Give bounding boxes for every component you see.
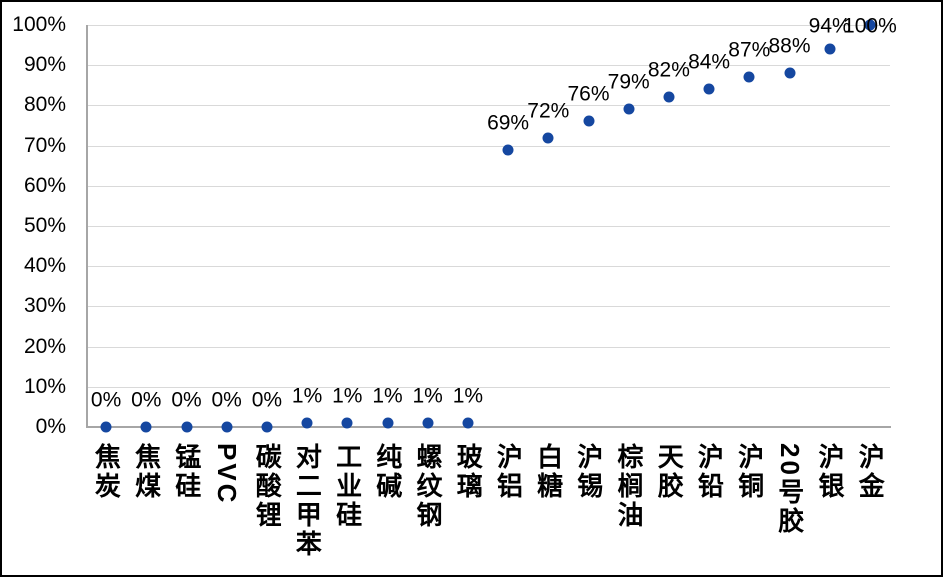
y-axis-tick-label: 40% [23, 254, 66, 278]
data-point-dot [382, 417, 393, 429]
data-point-label: 100% [843, 14, 897, 38]
y-axis-tick-label: 100% [12, 13, 66, 37]
data-point-dot [743, 71, 755, 83]
category-label: 焦煤 [131, 443, 162, 501]
data-point-label: 69% [487, 111, 530, 135]
data-point-label: 87% [728, 38, 771, 62]
data-point-dot [864, 19, 876, 31]
data-point-dot [583, 115, 594, 127]
gridline [86, 226, 890, 227]
data-point-label: 1% [332, 384, 363, 408]
data-point-label: 1% [412, 384, 443, 408]
data-point-label: 76% [567, 82, 610, 106]
y-axis-tick-label: 90% [23, 53, 66, 77]
category-label: 20号胶 [774, 443, 805, 536]
data-point-dot [422, 417, 434, 429]
data-point-label: 84% [688, 50, 731, 74]
category-label: 沪铜 [734, 443, 765, 501]
data-point-dot [261, 421, 273, 433]
category-label: 沪铝 [493, 443, 524, 501]
category-label: 工业硅 [332, 443, 363, 530]
gridline [86, 306, 890, 308]
data-point-dot [663, 91, 675, 103]
category-label: 螺纹钢 [412, 443, 443, 530]
data-point-dot [703, 83, 715, 95]
data-point-dot [824, 43, 836, 55]
category-label: 纯碱 [372, 443, 403, 501]
category-label: 天胶 [654, 443, 685, 501]
gridline [86, 105, 890, 107]
data-point-dot [784, 67, 795, 79]
data-point-label: 0% [90, 388, 122, 412]
category-label: 沪锡 [573, 443, 604, 501]
category-label: 对二甲苯 [292, 443, 323, 559]
x-axis-line [86, 426, 891, 428]
data-point-dot [140, 421, 152, 433]
gridline [86, 145, 890, 147]
plot-area [86, 25, 890, 427]
data-point-dot [542, 132, 554, 144]
data-point-dot [221, 421, 233, 433]
gridline [86, 266, 890, 268]
data-point-label: 88% [768, 34, 811, 58]
category-label: 沪银 [814, 443, 845, 501]
data-point-dot [623, 103, 635, 115]
category-label: 沪铅 [694, 443, 725, 501]
gridline [86, 346, 890, 348]
y-axis-tick-label: 50% [23, 214, 66, 238]
y-axis-tick-label: 10% [23, 374, 66, 398]
y-axis-tick-label: 60% [23, 173, 66, 197]
category-label: 焦炭 [91, 443, 122, 501]
data-point-dot [502, 144, 514, 156]
data-point-dot [181, 421, 192, 433]
data-point-label: 0% [171, 388, 202, 412]
data-point-label: 82% [647, 58, 690, 82]
gridline [86, 386, 890, 388]
category-label: 碳酸锂 [252, 443, 283, 530]
y-axis-tick-label: 30% [23, 294, 66, 318]
category-label: 白糖 [533, 443, 564, 501]
gridline [86, 65, 890, 67]
data-point-label: 1% [372, 384, 403, 408]
y-axis-line [86, 25, 88, 428]
category-label: 棕榈油 [613, 443, 644, 530]
data-point-label: 0% [131, 388, 162, 412]
data-point-label: 1% [291, 384, 323, 408]
data-point-dot [100, 421, 112, 433]
data-point-label: 0% [251, 388, 283, 412]
y-axis-tick-label: 70% [23, 133, 66, 157]
y-axis-tick-label: 80% [23, 93, 66, 117]
y-axis-tick-label: 20% [23, 334, 66, 358]
data-point-dot [341, 417, 353, 429]
data-point-label: 94% [808, 14, 851, 38]
data-point-label: 72% [527, 99, 570, 123]
data-point-label: 0% [211, 388, 242, 412]
category-label: 锰硅 [171, 443, 202, 501]
category-label: 玻璃 [453, 443, 484, 501]
category-label: PVC [211, 443, 242, 506]
category-label: 沪金 [855, 443, 886, 501]
data-point-label: 79% [607, 70, 650, 94]
y-axis-tick-label: 0% [35, 415, 66, 439]
data-point-dot [301, 417, 313, 429]
gridline [86, 25, 890, 26]
data-point-label: 1% [452, 384, 484, 408]
data-point-dot [462, 417, 474, 429]
gridline [86, 185, 890, 187]
